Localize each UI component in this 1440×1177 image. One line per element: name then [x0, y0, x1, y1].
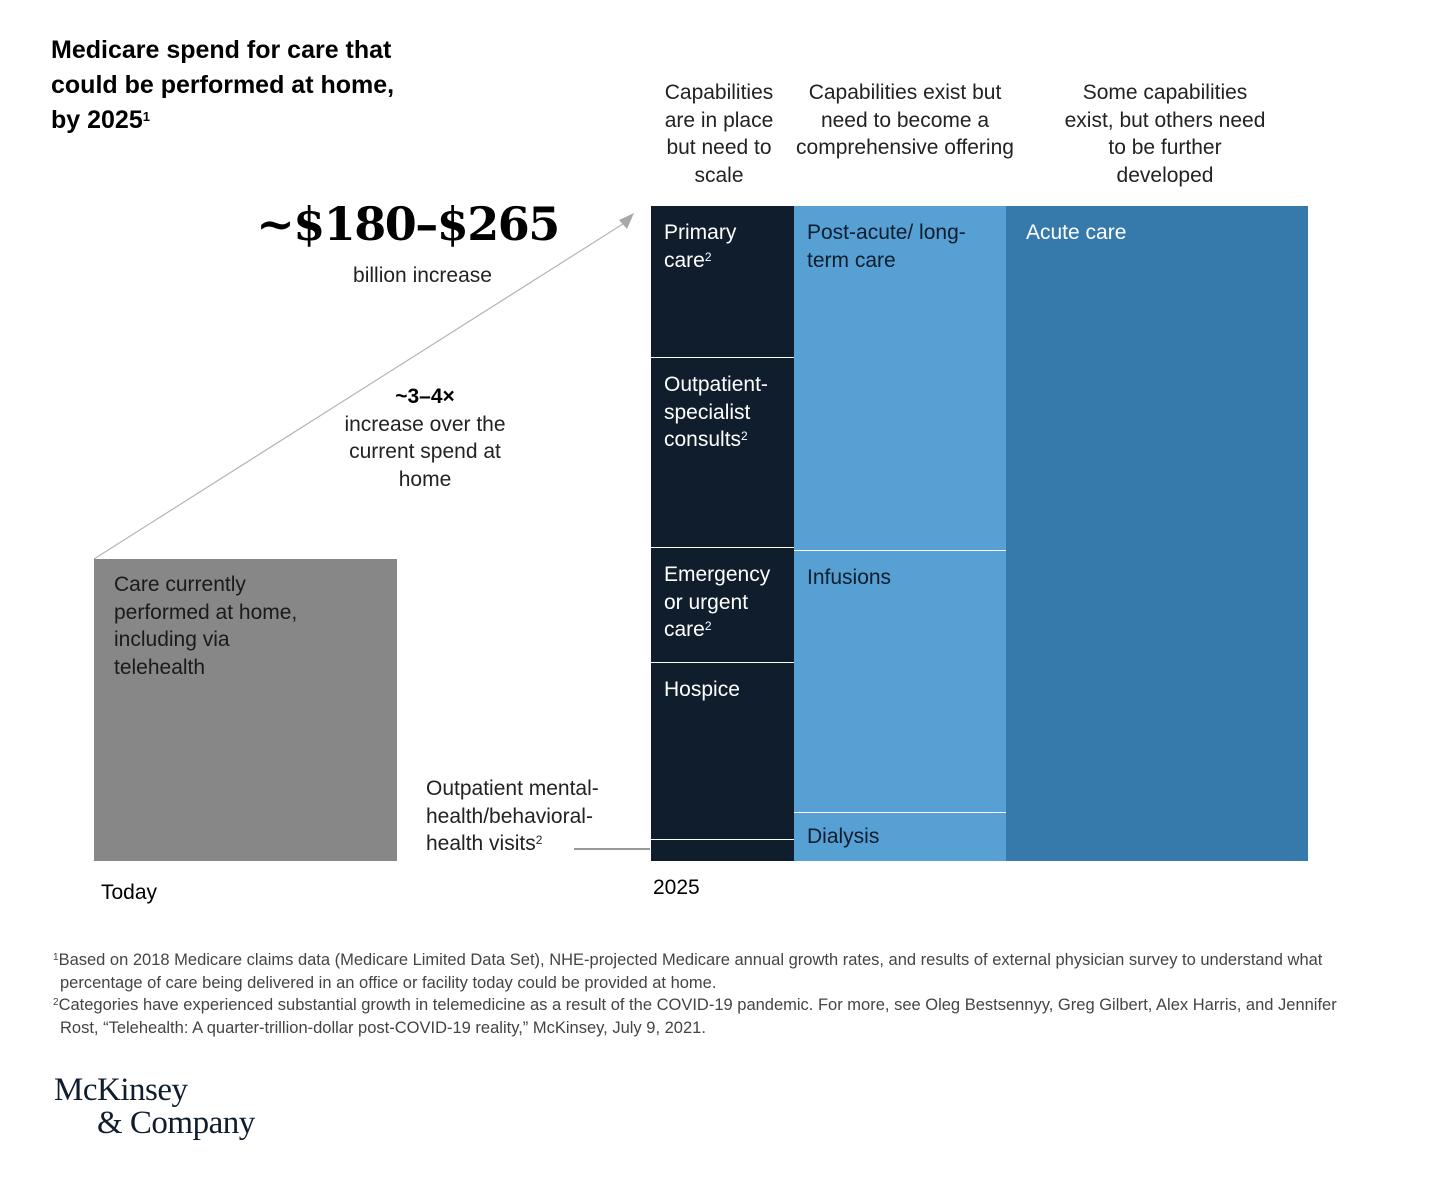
segment-label: Dialysis	[807, 825, 880, 848]
segment-label: Emergency or urgent care2	[664, 563, 771, 641]
segment-label: Acute care	[1026, 221, 1127, 244]
mckinsey-logo: McKinsey & Company	[54, 1074, 255, 1140]
column-header-developed: Some capabilities exist, but others need…	[1064, 81, 1266, 187]
segment-scale-3: Hospice	[651, 662, 794, 839]
multiplier-callout: ~3–4× increase over the current spend at…	[325, 383, 525, 493]
headline-value: ~$180–$265	[256, 197, 560, 251]
segment-scale-2: Emergency or urgent care2	[651, 547, 794, 662]
mental-health-annotation: Outpatient mental-health/behavioral-heal…	[426, 777, 599, 855]
arrow-line	[93, 221, 627, 560]
segment-scale-1: Outpatient-specialist consults2	[651, 357, 794, 547]
column-header-scale: Capabilities are in place but need to sc…	[664, 81, 774, 187]
column-developed: Acute care	[1006, 206, 1308, 861]
today-bar: Care currently performed at home, includ…	[94, 559, 397, 861]
segment-label: Hospice	[664, 678, 740, 701]
multiplier-text: increase over the current spend at home	[344, 412, 506, 491]
logo-line-1: McKinsey	[54, 1072, 188, 1108]
axis-label-2025: 2025	[653, 876, 700, 899]
multiplier-value: ~3–4×	[395, 385, 455, 408]
headline-subtitle: billion increase	[353, 264, 492, 287]
column-scale: Primary care2 Outpatient-specialist consu…	[651, 206, 794, 861]
segment-label: Outpatient-specialist consults2	[664, 373, 768, 451]
logo-line-2: & Company	[97, 1105, 255, 1141]
segment-scale-4	[651, 839, 794, 861]
segment-developed-0: Acute care	[1006, 206, 1308, 861]
column-comprehensive: Post-acute/ long-term care Infusions Dialy…	[794, 206, 1006, 861]
segment-scale-0: Primary care2	[651, 206, 794, 357]
segment-label: Primary care2	[664, 221, 737, 272]
today-bar-label: Care currently performed at home, includ…	[114, 573, 298, 679]
segment-comprehensive-1: Infusions	[794, 550, 1006, 812]
segment-label: Post-acute/ long-term care	[807, 221, 966, 272]
footnote-1: 1Based on 2018 Medicare claims data (Med…	[53, 951, 1323, 992]
column-header-comprehensive: Capabilities exist but need to become a …	[796, 81, 1014, 159]
footnote-2: 2Categories have experienced substantial…	[53, 996, 1337, 1037]
segment-comprehensive-0: Post-acute/ long-term care	[794, 206, 1006, 550]
segment-comprehensive-2: Dialysis	[794, 812, 1006, 861]
chart-title: Medicare spend for care that could be pe…	[51, 36, 395, 134]
segment-label: Infusions	[807, 566, 892, 589]
arrow-head	[619, 213, 634, 229]
axis-label-today: Today	[101, 881, 158, 904]
